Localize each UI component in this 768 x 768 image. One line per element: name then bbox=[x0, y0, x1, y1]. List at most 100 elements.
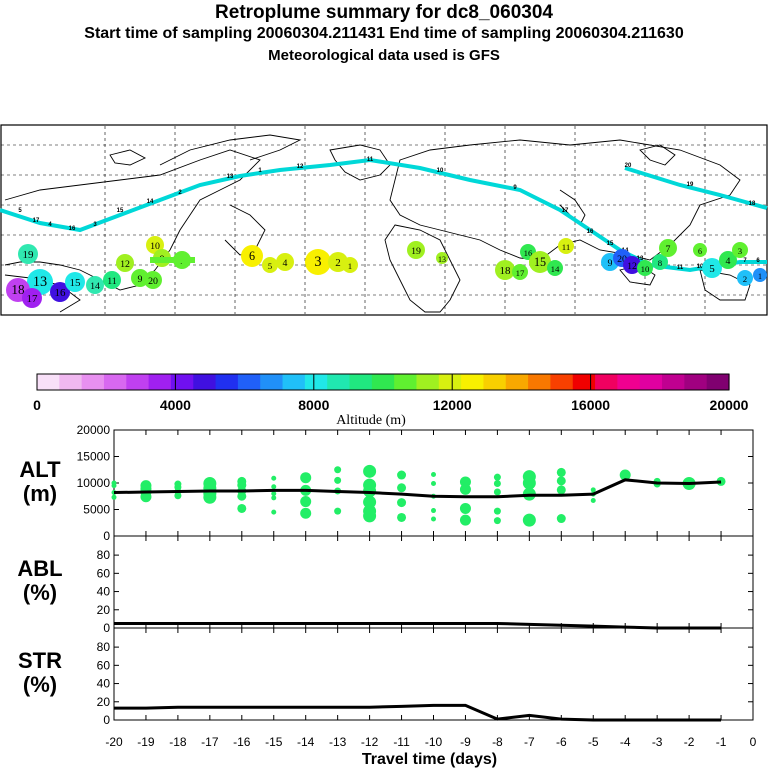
colorbar-tick-label: 12000 bbox=[433, 397, 472, 413]
altitude-point bbox=[271, 495, 277, 501]
plume-cluster-label: 10 bbox=[150, 241, 160, 252]
colorbar-tick-label: 0 bbox=[33, 397, 41, 413]
altitude-point bbox=[363, 478, 377, 492]
plume-cluster-marker bbox=[558, 238, 574, 254]
altitude-point bbox=[300, 507, 312, 519]
altitude-point bbox=[556, 514, 566, 524]
x-tick-label: -4 bbox=[620, 735, 631, 749]
plume-cluster-label: 17 bbox=[27, 293, 39, 305]
plume-cluster-label: 2 bbox=[743, 274, 747, 284]
plume-cluster-label: 4 bbox=[283, 258, 288, 269]
colorbar-swatch bbox=[595, 374, 618, 390]
plume-cluster-marker bbox=[276, 253, 294, 271]
colorbar-tick-label: 4000 bbox=[160, 397, 191, 413]
altitude-point bbox=[493, 517, 501, 525]
plume-cluster-label: 18 bbox=[500, 265, 512, 277]
plume-cluster-label: 12 bbox=[120, 259, 130, 270]
x-tick-label: -8 bbox=[492, 735, 503, 749]
x-tick-label: -17 bbox=[201, 735, 219, 749]
x-tick-label: -5 bbox=[588, 735, 599, 749]
x-tick-label: -3 bbox=[652, 735, 663, 749]
altitude-point bbox=[203, 477, 217, 491]
plume-day-label: 13 bbox=[637, 256, 644, 262]
altitude-point bbox=[431, 481, 436, 487]
plume-cluster-marker bbox=[342, 257, 358, 273]
plume-cluster-marker bbox=[241, 245, 263, 267]
altitude-point bbox=[522, 470, 536, 484]
plume-day-label: 11 bbox=[677, 265, 684, 271]
median-line bbox=[114, 703, 722, 722]
altitude-point bbox=[556, 476, 566, 486]
altitude-point bbox=[334, 476, 342, 484]
colorbar-swatch bbox=[617, 374, 641, 390]
y-tick-label: 20 bbox=[97, 695, 111, 709]
colorbar-swatch bbox=[461, 374, 485, 390]
plume-day-label: 16 bbox=[69, 226, 76, 232]
plume-cluster-label: 4 bbox=[726, 256, 731, 267]
plume-day-label: 10 bbox=[437, 168, 444, 174]
plume-clusters: 1913181716151411920121087654321191318171… bbox=[6, 236, 767, 308]
plume-cluster-marker bbox=[262, 257, 278, 273]
plume-trajectory-line bbox=[0, 157, 767, 273]
plume-cluster-marker bbox=[18, 244, 38, 264]
altitude-point bbox=[397, 470, 407, 480]
median-line bbox=[114, 621, 722, 630]
panel-ylabel: ALT bbox=[19, 457, 61, 482]
plume-cluster-label: 10 bbox=[641, 264, 650, 274]
plume-day-label: 2 bbox=[178, 190, 182, 196]
x-tick-label: -2 bbox=[684, 735, 695, 749]
plume-day-label: 17 bbox=[33, 218, 40, 224]
altitude-point bbox=[397, 483, 407, 493]
plume-day-label: 18 bbox=[749, 201, 756, 207]
plume-cluster-label: 17 bbox=[516, 268, 525, 278]
plume-cluster-label: 20 bbox=[617, 254, 627, 265]
plume-cluster-label: 19 bbox=[23, 249, 35, 261]
altitude-point bbox=[363, 504, 377, 518]
plume-cluster-marker bbox=[65, 272, 85, 292]
altitude-point bbox=[590, 487, 596, 493]
altitude-point bbox=[111, 494, 117, 500]
y-tick-label: 40 bbox=[97, 677, 111, 691]
plume-day-label: 15 bbox=[607, 241, 614, 247]
plume-cluster-marker bbox=[50, 282, 70, 302]
colorbar-swatch bbox=[260, 374, 284, 390]
panel-abl: 0 20 40 60 80 ABL(%) bbox=[17, 535, 754, 635]
plume-cluster-marker bbox=[732, 242, 748, 258]
x-tick-label: -1 bbox=[716, 735, 727, 749]
plume-cluster-marker bbox=[86, 276, 104, 294]
plume-day-label: 17 bbox=[562, 208, 569, 214]
y-tick-label: 20000 bbox=[77, 423, 111, 437]
altitude-point bbox=[271, 484, 277, 490]
x-tick-label: -12 bbox=[361, 735, 379, 749]
x-tick-label: -13 bbox=[329, 735, 347, 749]
colorbar-swatch bbox=[706, 374, 730, 390]
plume-day-label: 16 bbox=[587, 229, 594, 235]
chart-title: Retroplume summary for dc8_060304 bbox=[215, 2, 553, 23]
colorbar-swatch bbox=[126, 374, 150, 390]
median-line bbox=[113, 478, 722, 499]
plume-day-label: 6 bbox=[756, 258, 760, 264]
map-coastline bbox=[159, 134, 302, 166]
panel-ylabel-unit: (%) bbox=[23, 580, 57, 605]
y-tick-label: 20 bbox=[97, 603, 111, 617]
colorbar-swatch bbox=[550, 374, 574, 390]
y-tick-label: 0 bbox=[103, 713, 110, 727]
plume-cluster-marker bbox=[512, 264, 528, 280]
altitude-point bbox=[590, 497, 596, 503]
plume-cluster-marker bbox=[737, 270, 753, 286]
plume-day-label: 5 bbox=[18, 208, 22, 214]
altitude-point bbox=[431, 472, 436, 478]
plume-cluster-label: 11 bbox=[107, 276, 117, 287]
timeseries-panels: 05000100001500020000ALT(m)020406080ABL(%… bbox=[17, 423, 756, 768]
plume-cluster-marker bbox=[702, 258, 722, 278]
plume-cluster-label: 3 bbox=[314, 254, 321, 270]
plume-cluster-label: 16 bbox=[55, 287, 67, 299]
plume-cluster-label: 3 bbox=[738, 246, 743, 256]
altitude-point bbox=[556, 485, 566, 495]
plume-cluster-marker bbox=[144, 271, 162, 289]
colorbar-swatch bbox=[37, 374, 60, 390]
plume-cluster-label: 9 bbox=[608, 258, 613, 269]
colorbar-swatch bbox=[59, 374, 83, 390]
plume-cluster-marker bbox=[693, 243, 707, 257]
altitude-point bbox=[140, 480, 152, 492]
